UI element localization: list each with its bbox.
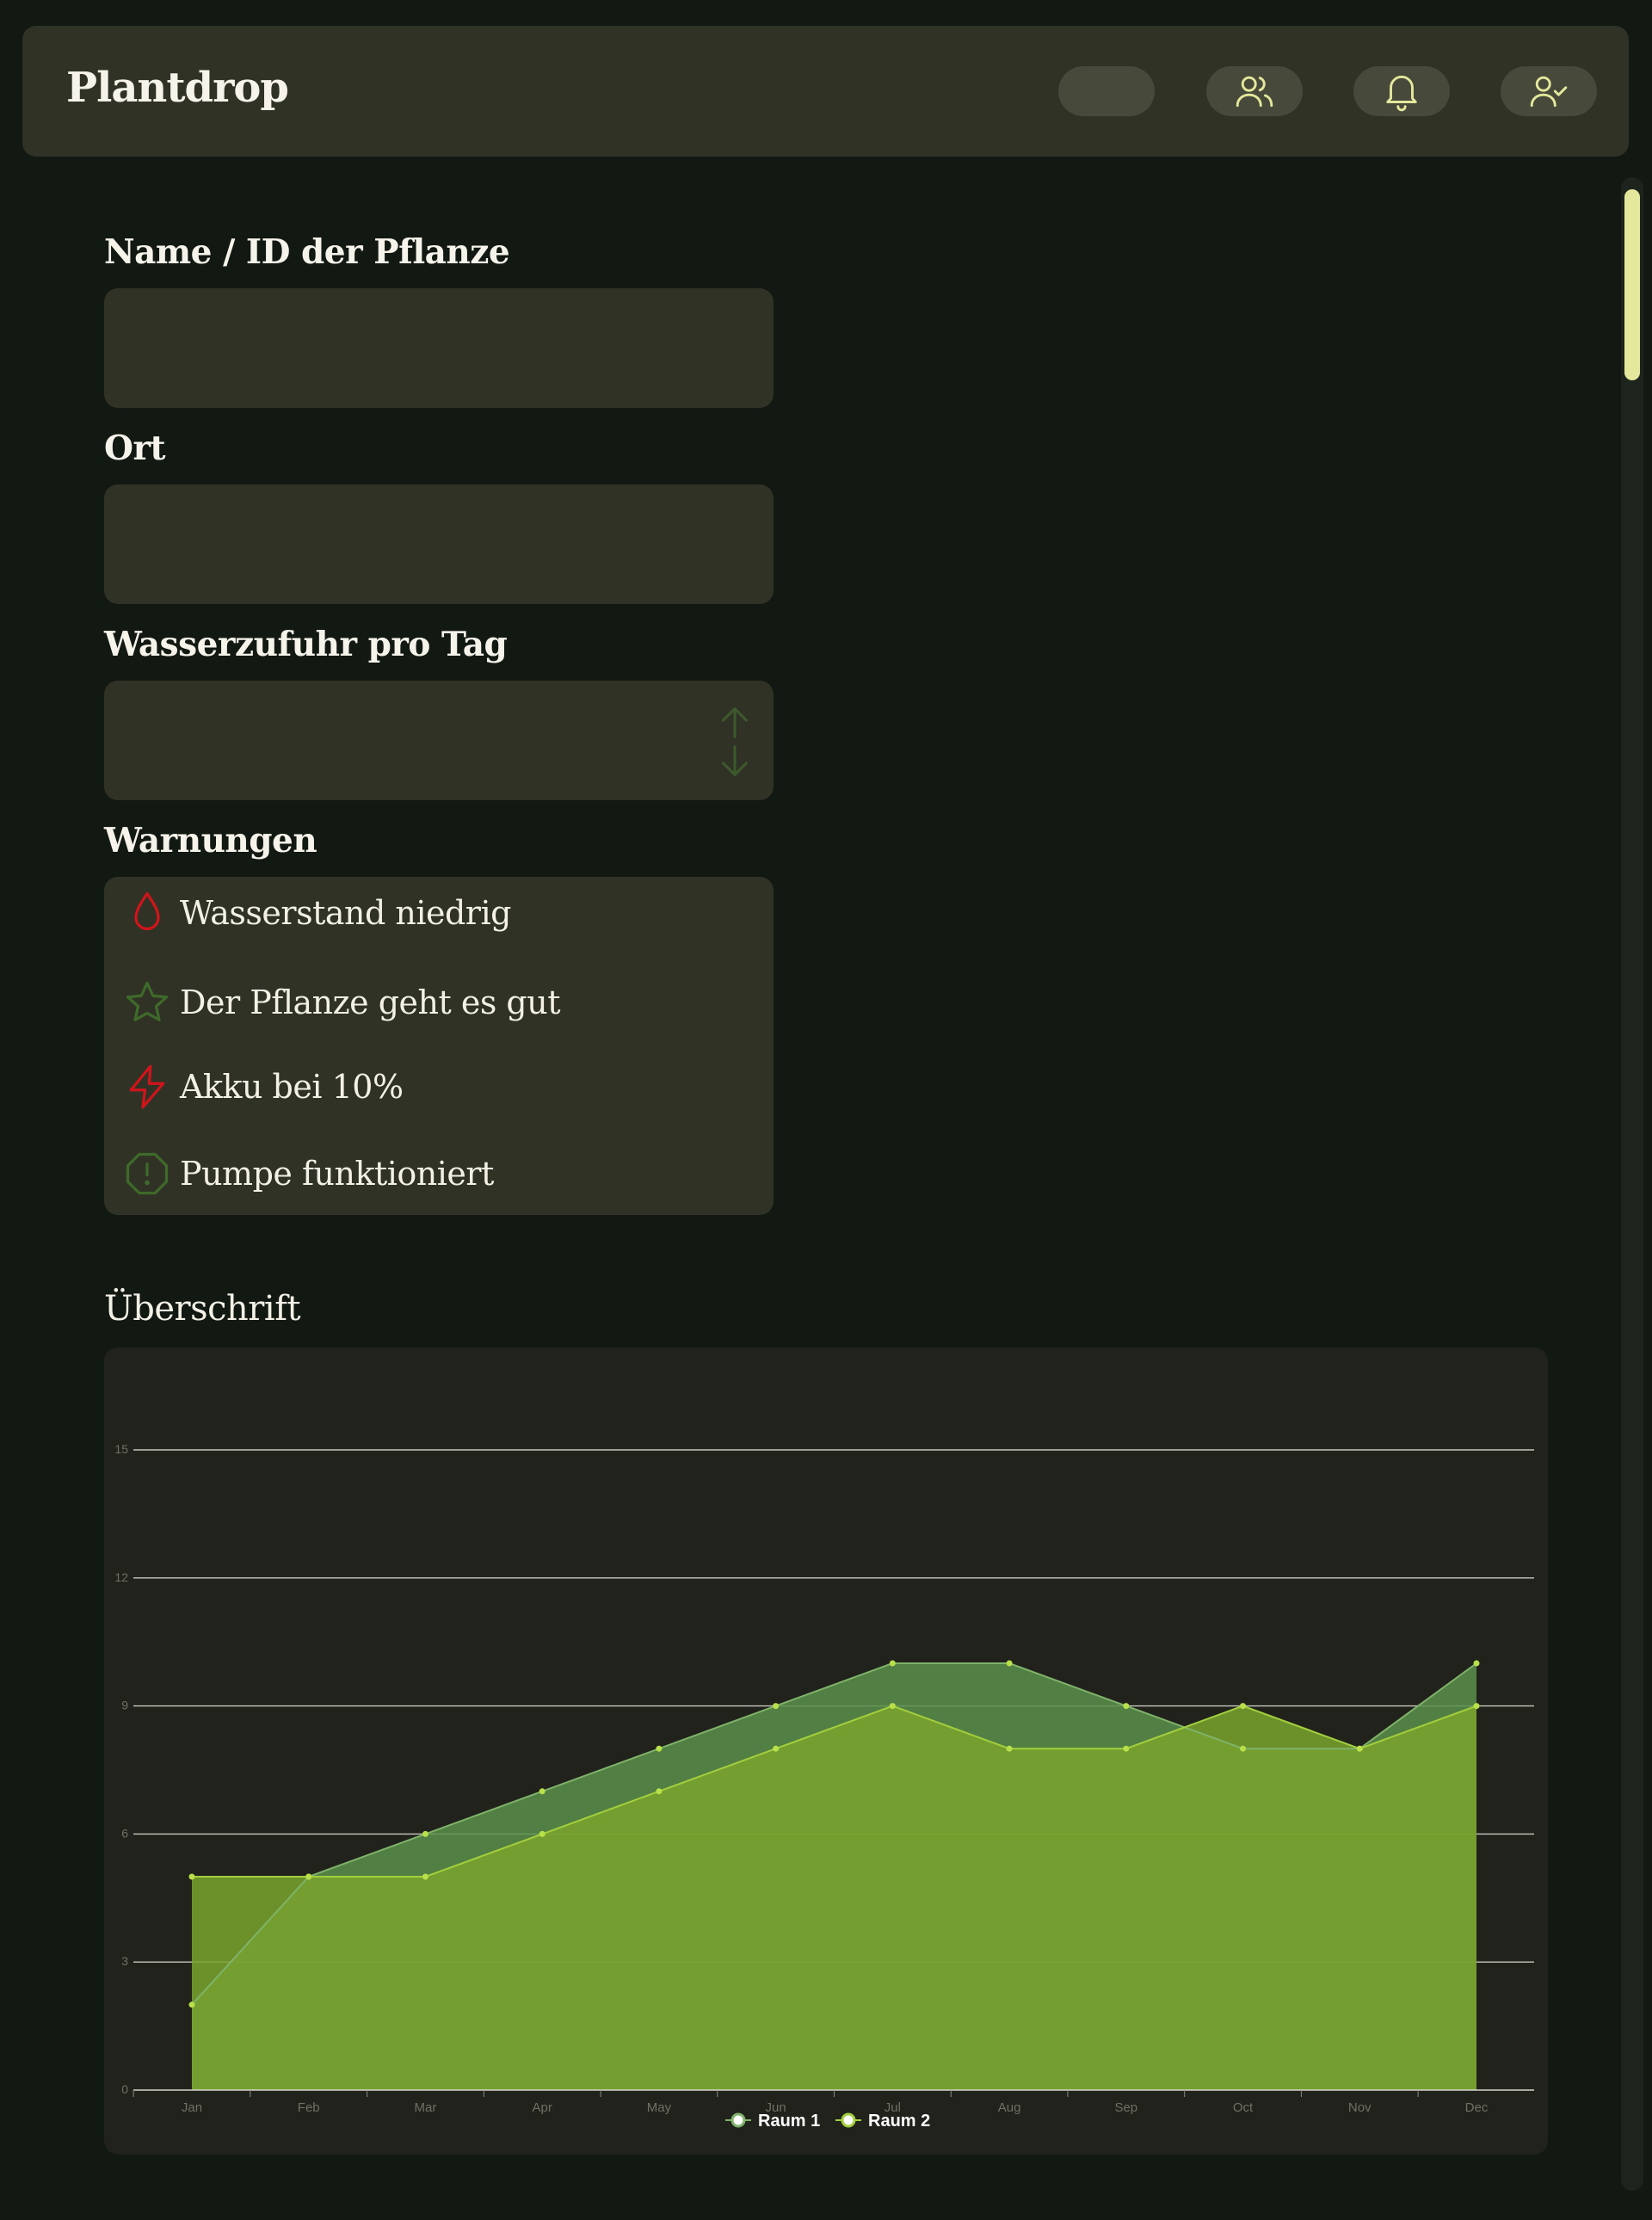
water-per-day-input[interactable] [104,681,774,800]
data-point [1006,1745,1013,1752]
arrow-down-icon[interactable] [714,742,755,781]
data-point [188,2001,195,2008]
data-point [889,1660,896,1667]
data-point [1123,1745,1130,1752]
y-tick-label: 0 [121,2082,128,2096]
warning-text: Pumpe funktioniert [180,1155,494,1193]
location-label: Ort [104,429,166,468]
users-button[interactable] [1206,66,1303,116]
water-stepper[interactable] [714,702,755,781]
data-point [1240,1703,1247,1710]
warning-text: Akku bei 10% [180,1068,404,1106]
legend-label: Raum 1 [758,2112,820,2131]
warning-item: Akku bei 10% [121,1059,404,1114]
x-tick-label: Jul [885,2100,901,2115]
area-chart: 0 3 6 9 12 15 Jan Feb Mar Apr May Jun Jul Aug Sep Oct No… [114,1442,1534,2131]
star-icon [126,981,169,1021]
users-icon [1236,76,1273,108]
x-tick-label: Nov [1348,2100,1372,2115]
data-point [773,1703,780,1710]
legend-marker [841,2112,856,2128]
scrollbar-thumb[interactable] [1624,189,1640,380]
data-point [539,1788,546,1795]
notifications-button[interactable] [1353,66,1450,116]
y-tick-label: 15 [114,1442,128,1456]
warnings-panel: Wasserstand niedrig Der Pflanze geht es … [104,877,774,1215]
top-bar: Plantdrop [22,26,1629,157]
series-line-0 [191,1662,1477,2006]
water-per-day-label: Wasserzufuhr pro Tag [104,625,508,664]
plant-name-label: Name / ID der Pflanze [104,232,510,272]
data-point [1473,1703,1480,1710]
data-point [1006,1660,1013,1667]
series-area-1 [192,1705,1476,2090]
x-tick-label: Dec [1465,2100,1489,2115]
x-tick-label: Feb [298,2100,320,2115]
warning-text: Wasserstand niedrig [180,894,511,932]
data-point [1240,1745,1247,1752]
y-tick-label: 6 [121,1826,128,1840]
x-tick-label: Mar [415,2100,437,2115]
y-tick-label: 9 [121,1699,128,1712]
x-tick-label: Aug [998,2100,1021,2115]
data-point [188,1873,195,1880]
data-point [1123,1703,1130,1710]
series-line-1 [192,1705,1477,1878]
data-point [656,1788,663,1795]
scrollbar[interactable] [1621,177,1643,2191]
x-tick-label: May [647,2100,672,2115]
data-point [422,1830,428,1837]
warning-item: Wasserstand niedrig [121,885,511,940]
bell-icon [1386,75,1417,112]
chart-heading: Überschrift [104,1289,301,1329]
blank-pill-button[interactable] [1058,66,1155,116]
user-check-icon [1530,76,1568,108]
warning-item: Der Pflanze geht es gut [121,975,560,1030]
x-tick-label: Oct [1233,2100,1254,2115]
data-point [773,1745,780,1752]
account-button[interactable] [1501,66,1597,116]
chart-card: 0 3 6 9 12 15 Jan Feb Mar Apr May Jun Jul Aug Sep Oct No… [104,1347,1548,2155]
lightning-icon [129,1064,165,1109]
water-drop-icon [134,891,160,931]
y-tick-label: 3 [121,1954,128,1968]
location-input[interactable] [104,484,774,604]
app-title: Plantdrop [66,64,289,112]
data-point [305,1873,312,1880]
warnings-label: Warnungen [104,821,317,860]
x-tick-label: Sep [1114,2100,1137,2115]
data-point [422,1873,428,1880]
warning-item: Pumpe funktioniert [121,1146,494,1201]
data-point [889,1703,896,1710]
plant-name-input[interactable] [104,288,774,408]
legend-label: Raum 2 [868,2112,930,2131]
data-point [656,1745,663,1752]
arrow-up-icon[interactable] [714,702,755,742]
legend-marker [730,2112,746,2128]
data-point [1356,1745,1363,1752]
x-tick-label: Apr [533,2100,552,2115]
warning-text: Der Pflanze geht es gut [180,984,560,1021]
alert-octagon-icon [126,1152,169,1195]
x-tick-label: Jan [182,2100,202,2115]
data-point [1473,1660,1480,1667]
y-tick-label: 12 [114,1570,128,1584]
data-point [539,1830,546,1837]
x-tick-label: Jun [766,2100,786,2115]
